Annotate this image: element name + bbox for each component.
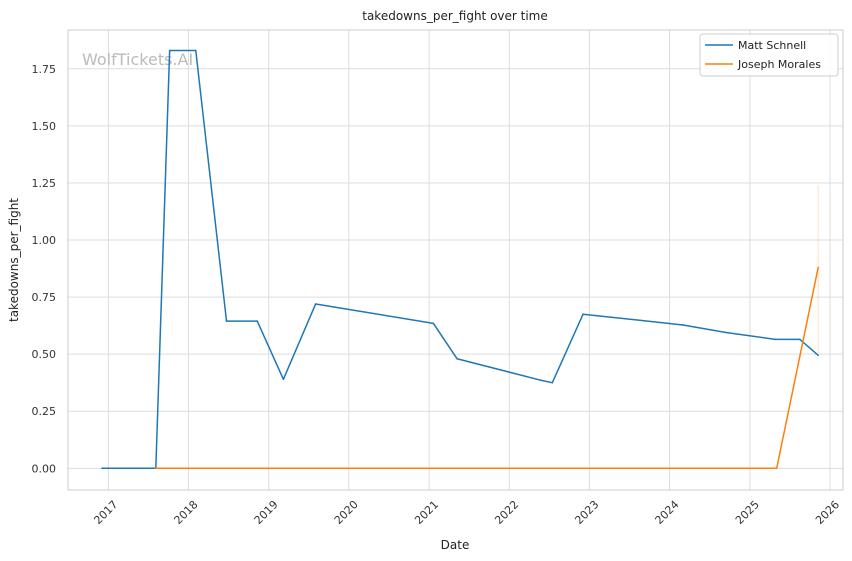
plot-area bbox=[68, 30, 843, 490]
data-point-matt-schnell bbox=[456, 357, 458, 360]
watermark: WolfTickets.AI bbox=[82, 50, 193, 69]
series-line-matt-schnell bbox=[102, 49, 819, 470]
data-point-matt-schnell bbox=[774, 338, 776, 341]
data-point-matt-schnell bbox=[101, 467, 103, 470]
data-point-matt-schnell bbox=[798, 338, 801, 341]
chart-title: takedowns_per_fight over time bbox=[362, 9, 548, 23]
y-tick-label: 1.50 bbox=[32, 120, 57, 133]
data-point-matt-schnell bbox=[225, 320, 228, 322]
y-tick-label: 0.00 bbox=[32, 462, 57, 475]
data-point-matt-schnell bbox=[817, 354, 819, 357]
data-point-matt-schnell bbox=[314, 303, 317, 305]
x-axis-title: Date bbox=[441, 538, 470, 552]
data-point-matt-schnell bbox=[282, 378, 285, 381]
y-tick-label: 1.00 bbox=[32, 234, 57, 247]
y-tick-label: 1.25 bbox=[32, 177, 57, 190]
data-point-joseph-morales bbox=[155, 467, 157, 470]
data-point-matt-schnell bbox=[551, 381, 554, 384]
data-point-matt-schnell bbox=[682, 324, 684, 326]
data-point-joseph-morales bbox=[775, 467, 778, 470]
data-point-matt-schnell bbox=[168, 49, 171, 52]
legend: Matt Schnell Joseph Morales bbox=[699, 33, 839, 77]
legend-label-joseph-morales: Joseph Morales bbox=[737, 58, 821, 71]
data-point-matt-schnell bbox=[194, 49, 197, 52]
legend-label-matt-schnell: Matt Schnell bbox=[738, 39, 806, 52]
y-axis-title: takedowns_per_fight bbox=[7, 198, 21, 322]
legend-box bbox=[699, 33, 839, 77]
plot-frame bbox=[67, 29, 844, 491]
data-point-matt-schnell bbox=[540, 379, 543, 382]
y-tick-label: 0.75 bbox=[32, 291, 57, 304]
series-layer bbox=[101, 49, 819, 470]
y-tick-label: 0.25 bbox=[32, 405, 57, 418]
y-tick-label: 1.75 bbox=[32, 63, 57, 76]
data-point-matt-schnell bbox=[582, 313, 584, 316]
data-point-matt-schnell bbox=[432, 322, 435, 325]
data-point-matt-schnell bbox=[256, 320, 259, 322]
data-point-joseph-morales bbox=[817, 266, 819, 269]
y-tick-label: 0.50 bbox=[32, 348, 57, 361]
data-point-matt-schnell bbox=[725, 331, 727, 334]
